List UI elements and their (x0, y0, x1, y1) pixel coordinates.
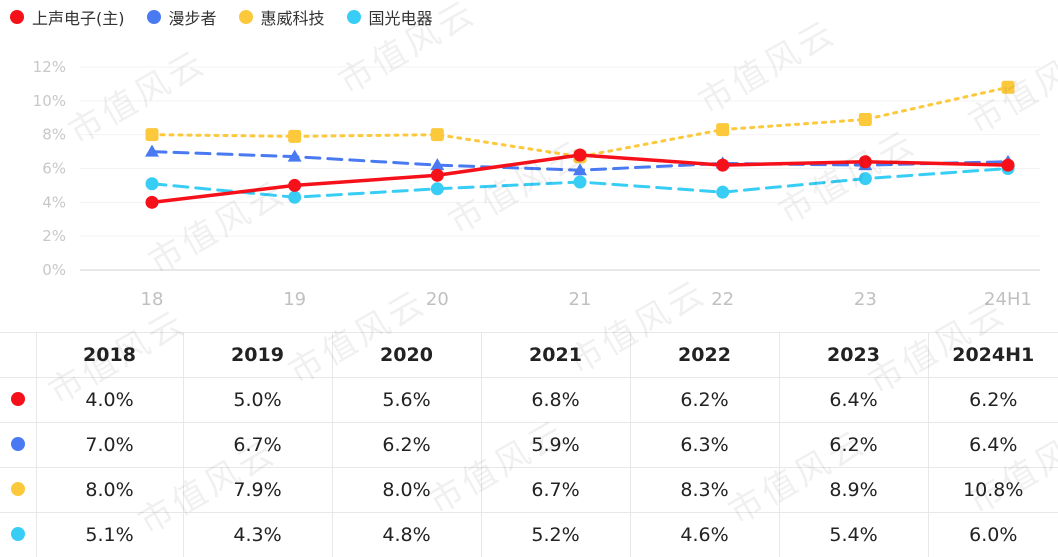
column-header: 2020 (332, 333, 481, 378)
series-marker-icon (11, 482, 25, 496)
table-cell: 5.6% (332, 378, 481, 423)
data-point[interactable] (431, 169, 444, 182)
table-cell: 4.3% (183, 513, 332, 557)
column-header: 2022 (630, 333, 779, 378)
data-point[interactable] (146, 196, 159, 209)
table-corner-cell (0, 333, 36, 378)
data-point[interactable] (1002, 159, 1015, 172)
table-cell: 6.2% (332, 423, 481, 468)
data-point[interactable] (146, 177, 159, 190)
data-point[interactable] (288, 130, 301, 143)
table-cell: 7.9% (183, 468, 332, 513)
table-cell: 8.9% (779, 468, 928, 513)
table-cell: 6.0% (928, 513, 1058, 557)
y-tick-label: 4% (42, 193, 66, 211)
y-tick-label: 0% (42, 261, 66, 279)
table-cell: 6.2% (779, 423, 928, 468)
data-point[interactable] (859, 155, 872, 168)
series-marker-icon (11, 392, 25, 406)
data-table: 2018 2019 2020 2021 2022 2023 2024H1 4.0… (0, 332, 1058, 557)
data-point[interactable] (431, 128, 444, 141)
column-header: 2024H1 (928, 333, 1058, 378)
table-cell: 5.0% (183, 378, 332, 423)
data-point[interactable] (288, 191, 301, 204)
table-cell: 4.0% (36, 378, 183, 423)
data-point[interactable] (574, 176, 587, 189)
table-header-row: 2018 2019 2020 2021 2022 2023 2024H1 (0, 333, 1058, 378)
line-chart: 0% 2% 4% 6% 8% 10% 12% 18 19 20 21 22 23 24H1 (0, 0, 1058, 330)
row-marker-cell (0, 468, 36, 513)
table-row: 7.0% 6.7% 6.2% 5.9% 6.3% 6.2% 6.4% (0, 423, 1058, 468)
table-cell: 6.2% (630, 378, 779, 423)
column-header: 2019 (183, 333, 332, 378)
column-header: 2018 (36, 333, 183, 378)
table-row: 4.0% 5.0% 5.6% 6.8% 6.2% 6.4% 6.2% (0, 378, 1058, 423)
table-cell: 5.2% (481, 513, 630, 557)
x-tick-label: 20 (426, 289, 449, 310)
series-marker-icon (11, 437, 25, 451)
table-cell: 8.0% (36, 468, 183, 513)
x-tick-label: 19 (283, 289, 306, 310)
table-cell: 6.8% (481, 378, 630, 423)
x-tick-label: 18 (141, 289, 164, 310)
table-cell: 4.6% (630, 513, 779, 557)
y-tick-label: 6% (42, 160, 66, 178)
data-point[interactable] (288, 179, 301, 192)
row-marker-cell (0, 513, 36, 557)
table-cell: 6.4% (928, 423, 1058, 468)
y-tick-label: 10% (33, 92, 66, 110)
data-point[interactable] (431, 182, 444, 195)
column-header: 2023 (779, 333, 928, 378)
table-cell: 5.1% (36, 513, 183, 557)
table-cell: 6.2% (928, 378, 1058, 423)
data-point[interactable] (146, 128, 159, 141)
table-cell: 6.3% (630, 423, 779, 468)
series-line (152, 87, 1008, 156)
table-cell: 8.0% (332, 468, 481, 513)
table-row: 5.1% 4.3% 4.8% 5.2% 4.6% 5.4% 6.0% (0, 513, 1058, 557)
series-layer (145, 81, 1015, 209)
data-point[interactable] (716, 159, 729, 172)
series-marker-icon (11, 527, 25, 541)
data-point[interactable] (1002, 81, 1015, 94)
data-point[interactable] (859, 113, 872, 126)
y-tick-label: 12% (33, 58, 66, 76)
y-tick-label: 2% (42, 227, 66, 245)
y-tick-label: 8% (42, 126, 66, 144)
table-cell: 7.0% (36, 423, 183, 468)
x-tick-label: 22 (711, 289, 734, 310)
x-axis: 18 19 20 21 22 23 24H1 (141, 289, 1032, 310)
row-marker-cell (0, 423, 36, 468)
table-cell: 5.4% (779, 513, 928, 557)
table-cell: 6.4% (779, 378, 928, 423)
table-cell: 6.7% (481, 468, 630, 513)
table-cell: 6.7% (183, 423, 332, 468)
data-point[interactable] (859, 172, 872, 185)
row-marker-cell (0, 378, 36, 423)
table-cell: 5.9% (481, 423, 630, 468)
column-header: 2021 (481, 333, 630, 378)
data-point[interactable] (574, 148, 587, 161)
x-tick-label: 24H1 (984, 289, 1032, 310)
x-tick-label: 23 (854, 289, 877, 310)
table-cell: 8.3% (630, 468, 779, 513)
x-tick-label: 21 (569, 289, 592, 310)
table-cell: 4.8% (332, 513, 481, 557)
data-point[interactable] (716, 123, 729, 136)
data-point[interactable] (716, 186, 729, 199)
table-row: 8.0% 7.9% 8.0% 6.7% 8.3% 8.9% 10.8% (0, 468, 1058, 513)
table-cell: 10.8% (928, 468, 1058, 513)
